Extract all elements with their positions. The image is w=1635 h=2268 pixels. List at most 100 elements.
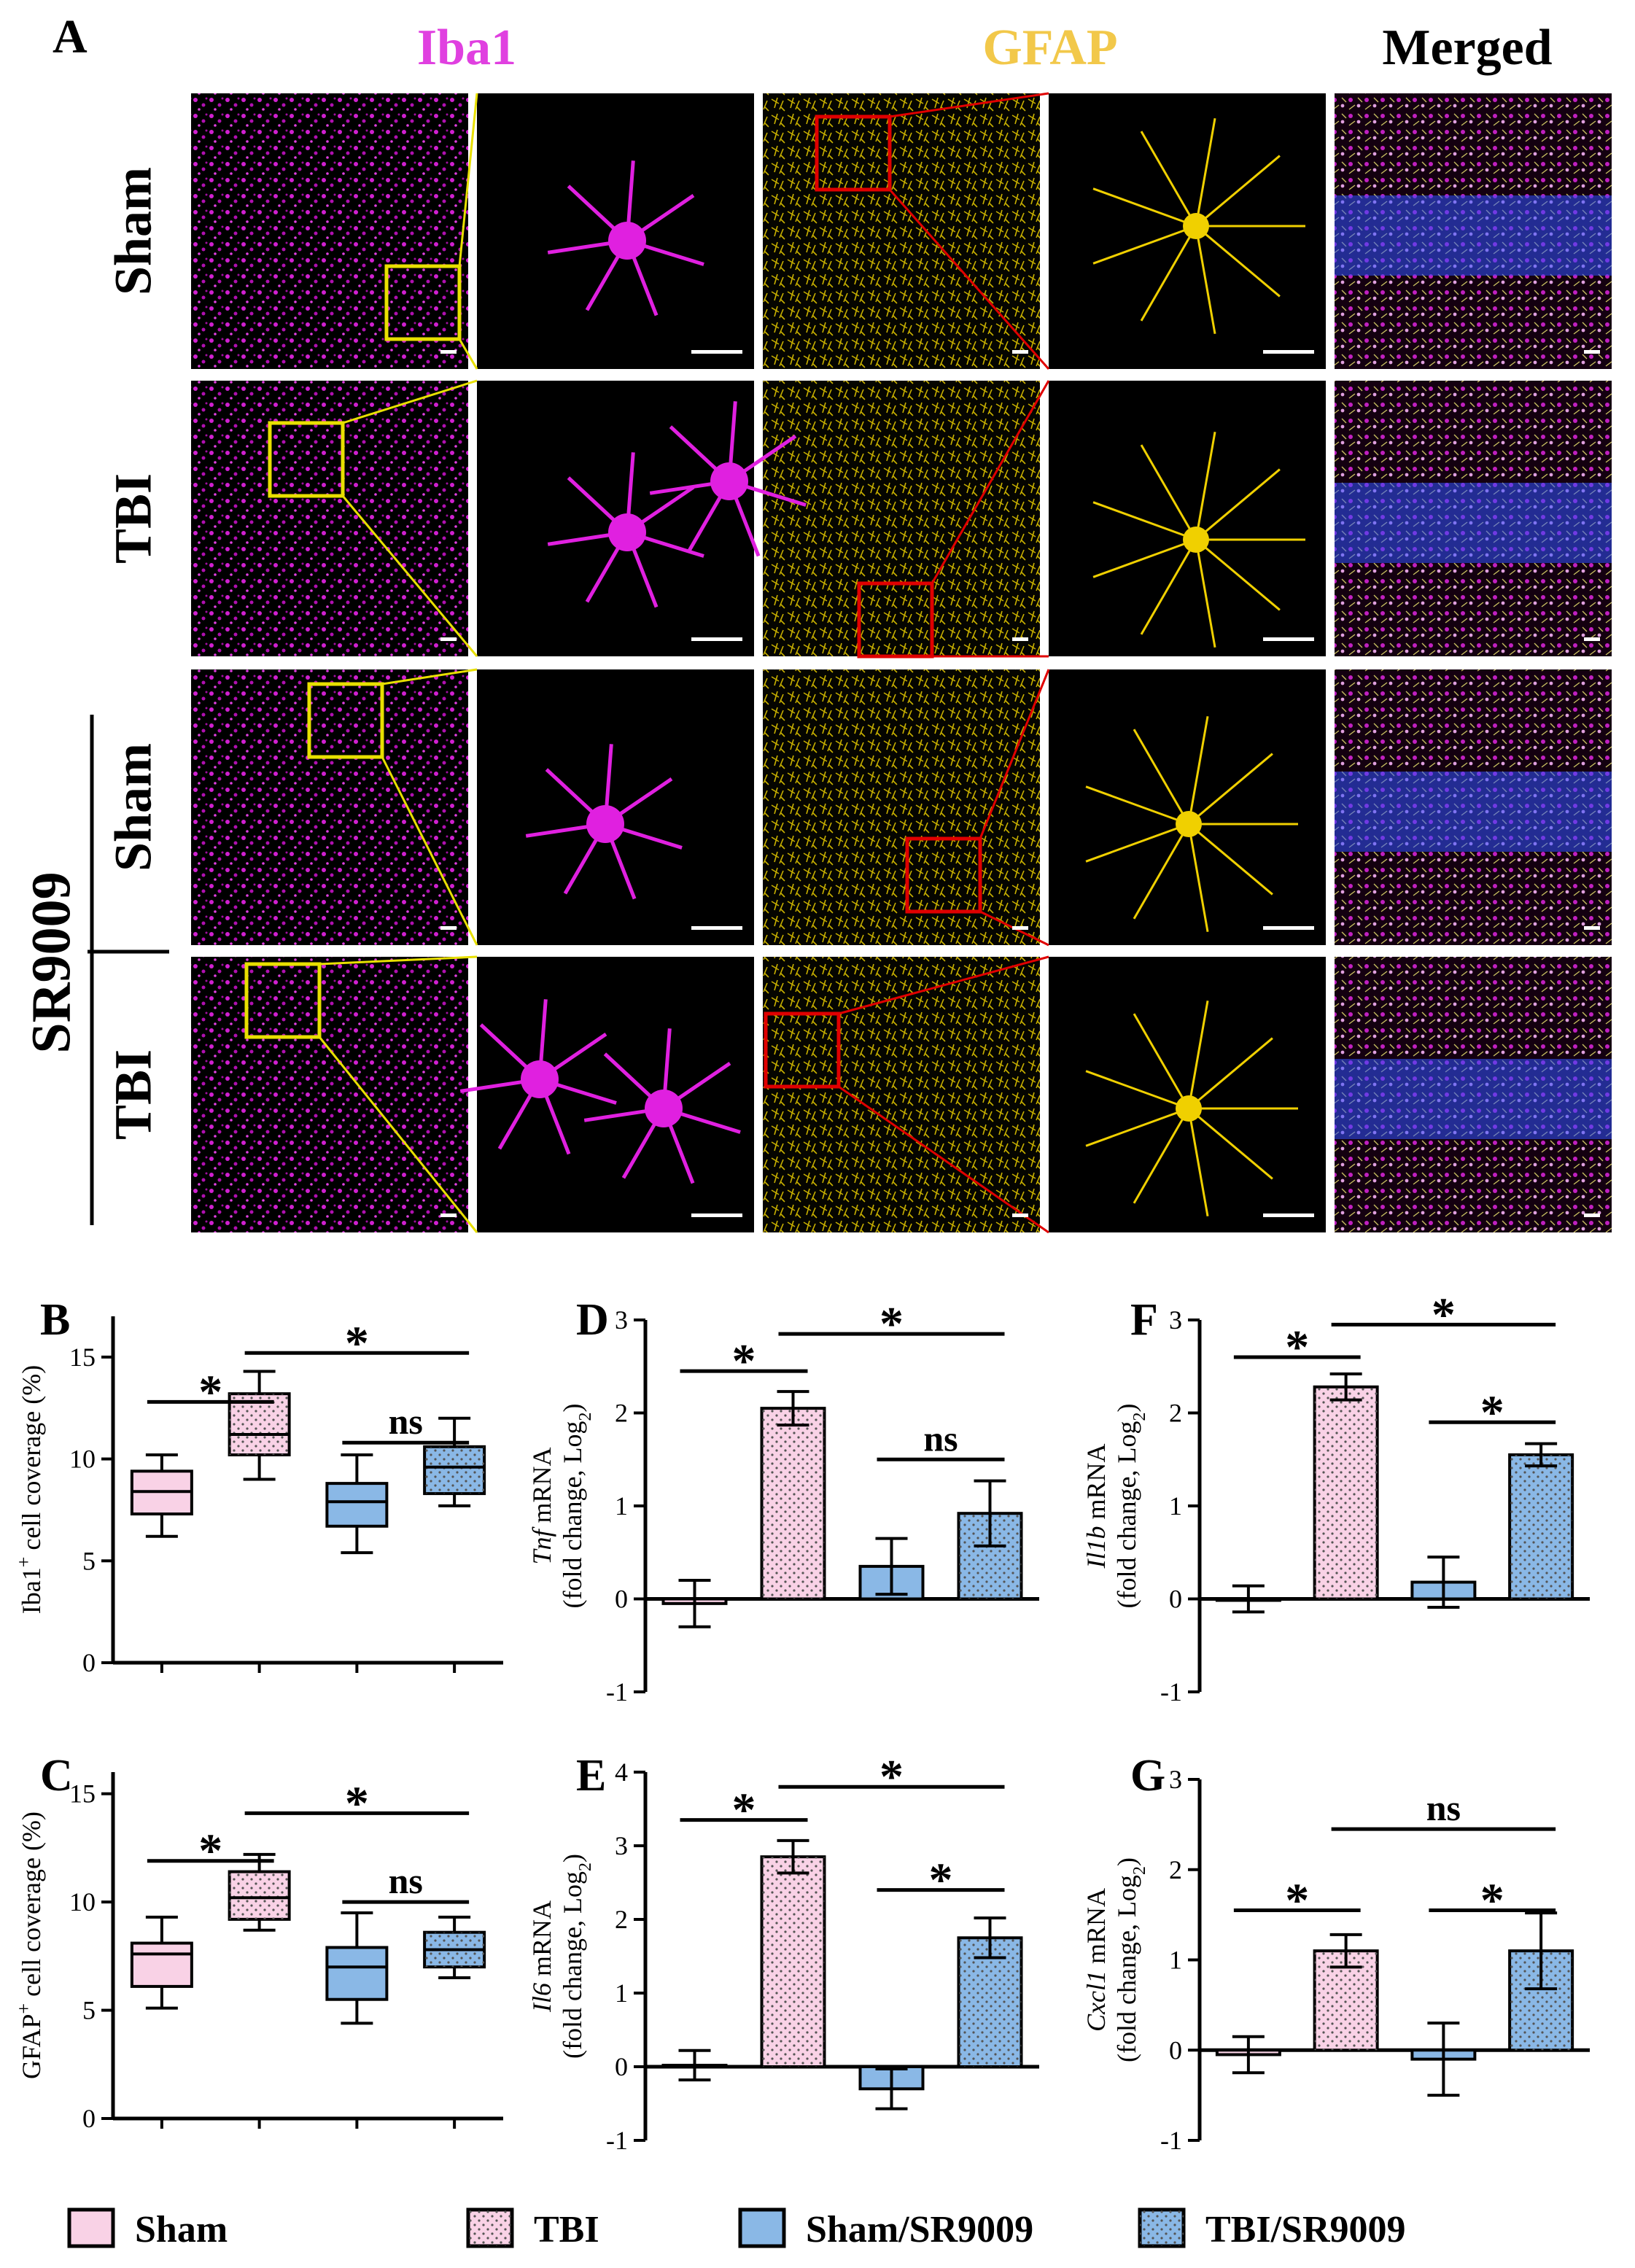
significance-marker: * [244, 1776, 470, 1830]
legend-label: Sham/SR9009 [806, 2209, 1033, 2250]
chart-E: E -1 0 1 2 3 4 Il6 mRNA (fold change, Log2) * * * [527, 1750, 1039, 2155]
scale-bar [1263, 1213, 1314, 1217]
y-tick-label: -1 [606, 1677, 628, 1706]
bar-tbi [1313, 1372, 1379, 1601]
scale-bar [1263, 350, 1314, 354]
significance-marker: * [1233, 1321, 1361, 1374]
iba1-zoom-box [268, 421, 345, 498]
micrograph-r3-c3 [763, 669, 1040, 945]
dapi-band [1335, 195, 1612, 276]
zoom-connector [341, 495, 478, 657]
astrocyte-cell [1085, 1001, 1298, 1216]
gfap-zoom-box [764, 1011, 841, 1089]
gfap-zoom-box [905, 836, 982, 914]
scale-bar [691, 926, 742, 930]
scale-bar [440, 637, 457, 641]
bar-sham [1215, 1584, 1281, 1614]
panel-letter-F: F [1130, 1295, 1158, 1345]
y-tick-label: 15 [69, 1779, 96, 1809]
scale-bar [440, 926, 457, 930]
significance-marker: ns [342, 1401, 470, 1445]
gfap-zoom-box [815, 114, 892, 192]
micrograph-r4-c3 [763, 957, 1040, 1232]
bar-sham [661, 1579, 728, 1628]
significance-marker: * [877, 1854, 1005, 1907]
micrograph-r4-c4 [1049, 957, 1326, 1232]
scale-bar [440, 350, 457, 354]
y-axis-label: Cxcl1 mRNA [1081, 1888, 1111, 2032]
zoom-connector [838, 1085, 1049, 1234]
scale-bar [1263, 926, 1314, 930]
y-axis-label-line2: (fold change, Log2) [1112, 1404, 1149, 1609]
bar-tbi-sr9009 [1508, 1442, 1574, 1601]
y-tick-label: 15 [69, 1343, 96, 1372]
significance-label: * [732, 1784, 756, 1837]
legend-swatch [738, 2207, 786, 2248]
y-tick-label: 3 [1169, 1305, 1182, 1335]
significance-marker: * [778, 1297, 1005, 1351]
microglia-cell [547, 452, 704, 608]
zoom-connector [381, 668, 478, 686]
y-tick-label: 0 [615, 2052, 628, 2081]
y-tick-label: -1 [1160, 2126, 1182, 2155]
panel-letter-B: B [40, 1295, 70, 1345]
y-tick-label: 1 [1169, 1491, 1182, 1521]
significance-marker: ns [1331, 1787, 1556, 1831]
zoom-connector [458, 338, 478, 370]
legend-item-sham-sr9009: Sham/SR9009 [738, 2207, 1033, 2250]
bar-sham-sr9009 [1410, 2022, 1477, 2097]
bar-sham-sr9009 [858, 2065, 925, 2110]
y-tick-label: 5 [82, 1546, 96, 1575]
significance-label: ns [923, 1418, 958, 1459]
zoom-connector [381, 756, 478, 946]
scale-bar [1012, 926, 1028, 930]
y-axis-label: Iba1+ cell coverage (%) [13, 1365, 47, 1614]
significance-marker: * [147, 1365, 274, 1418]
box-tbi-sr9009 [423, 1915, 486, 1980]
significance-marker: * [244, 1316, 470, 1370]
y-axis-label-line2: (fold change, Log2) [558, 1854, 595, 2059]
bar-tbi-sr9009 [957, 1916, 1023, 2068]
microglia-cell [583, 1028, 741, 1184]
significance-label: ns [1426, 1787, 1461, 1828]
zoom-connector [931, 380, 1050, 584]
panel-letter-G: G [1130, 1751, 1165, 1801]
legend-label: TBI/SR9009 [1205, 2209, 1406, 2250]
y-tick-label: 4 [615, 1758, 628, 1787]
scale-bar [1584, 637, 1600, 641]
bar-tbi-sr9009 [1508, 1911, 1574, 2052]
significance-label: * [1285, 1321, 1309, 1374]
significance-label: * [1432, 1288, 1456, 1341]
y-axis-label-line2: (fold change, Log2) [558, 1404, 595, 1609]
significance-marker: * [147, 1825, 274, 1878]
astrocyte-cell [1092, 432, 1305, 648]
scale-bar [1584, 926, 1600, 930]
significance-label: * [198, 1825, 222, 1878]
scale-bar [1012, 637, 1028, 641]
box-sham [130, 1915, 193, 2010]
chart-D: D -1 0 1 2 3 Tnf mRNA (fold change, Log2) * * ns [527, 1295, 1039, 1706]
significance-marker: ns [342, 1860, 470, 1904]
significance-label: * [732, 1335, 756, 1388]
significance-label: * [929, 1854, 953, 1907]
dapi-band [1335, 772, 1612, 852]
microglia-cell [649, 401, 807, 557]
significance-marker: * [1331, 1288, 1556, 1341]
significance-marker: * [1233, 1873, 1361, 1927]
micrograph-r4-c1 [191, 957, 468, 1232]
zoom-connector [319, 955, 478, 966]
y-tick-label: 3 [1169, 1765, 1182, 1794]
micrograph-r2-c3 [763, 381, 1040, 656]
significance-label: * [1480, 1386, 1504, 1439]
legend-swatch [67, 2207, 115, 2248]
iba1-zoom-box [244, 962, 322, 1039]
micrograph-r1-c1 [191, 93, 468, 369]
micrograph-r3-c4 [1049, 669, 1326, 945]
astrocyte-cell [1085, 716, 1298, 932]
box-tbi-sr9009 [423, 1416, 486, 1507]
significance-marker: * [1429, 1386, 1556, 1439]
micrograph-r2-c4 [1049, 381, 1326, 656]
scale-bar [1584, 350, 1600, 354]
group-label-sr9009: SR9009 [20, 871, 82, 1053]
y-axis-label: GFAP+ cell coverage (%) [13, 1811, 47, 2079]
